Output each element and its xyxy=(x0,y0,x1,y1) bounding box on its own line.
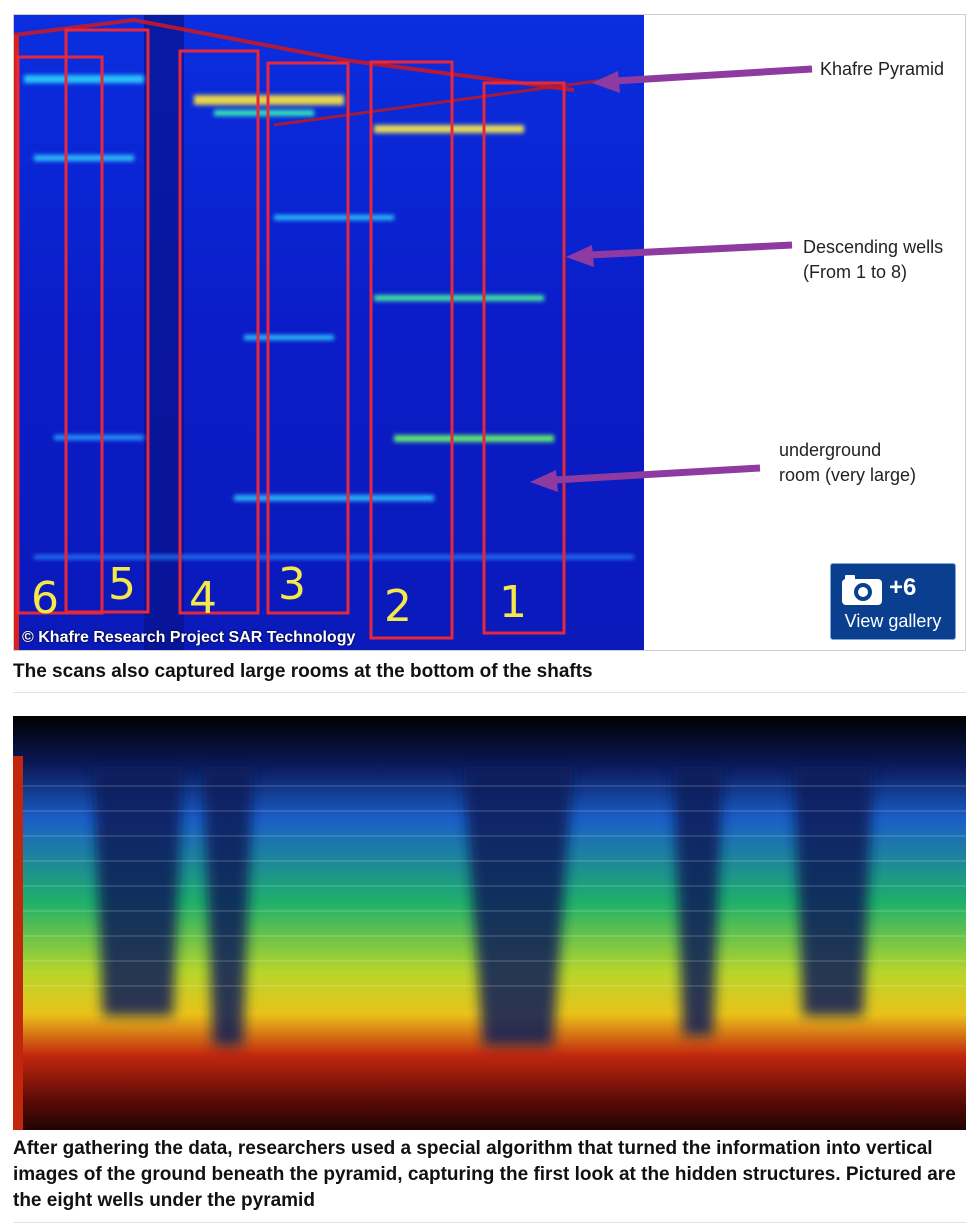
figure-caption-2: After gathering the data, researchers us… xyxy=(13,1138,956,1211)
well-label-2: 2 xyxy=(384,581,412,632)
well-label-3: 3 xyxy=(278,559,306,610)
view-gallery-button[interactable]: +6 View gallery xyxy=(830,563,956,640)
image-credit: © Khafre Research Project SAR Technology xyxy=(22,629,356,646)
figure-caption-1: The scans also captured large rooms at t… xyxy=(13,661,593,682)
caption-divider xyxy=(13,692,966,693)
gallery-label: View gallery xyxy=(844,611,942,631)
sar-scan-figure[interactable]: Khafre Pyramid Descending wells (From 1 … xyxy=(13,14,966,651)
well-label-6: 6 xyxy=(31,573,59,624)
khafre-pyramid-label: Khafre Pyramid xyxy=(820,59,945,79)
well-label-1: 1 xyxy=(499,577,527,628)
camera-icon xyxy=(842,575,882,605)
caption-divider-2 xyxy=(13,1222,966,1223)
sar-scan-image xyxy=(14,15,813,650)
gallery-count: +6 xyxy=(889,574,917,601)
well-label-5: 5 xyxy=(108,559,136,610)
underground-room-label: underground xyxy=(779,440,882,460)
tomography-image xyxy=(13,716,966,1130)
underground-room-label-2: room (very large) xyxy=(779,465,917,485)
descending-wells-range: (From 1 to 8) xyxy=(803,262,908,282)
tomography-figure[interactable] xyxy=(13,716,966,1130)
well-label-4: 4 xyxy=(189,573,217,624)
descending-wells-label: Descending wells xyxy=(803,237,944,257)
